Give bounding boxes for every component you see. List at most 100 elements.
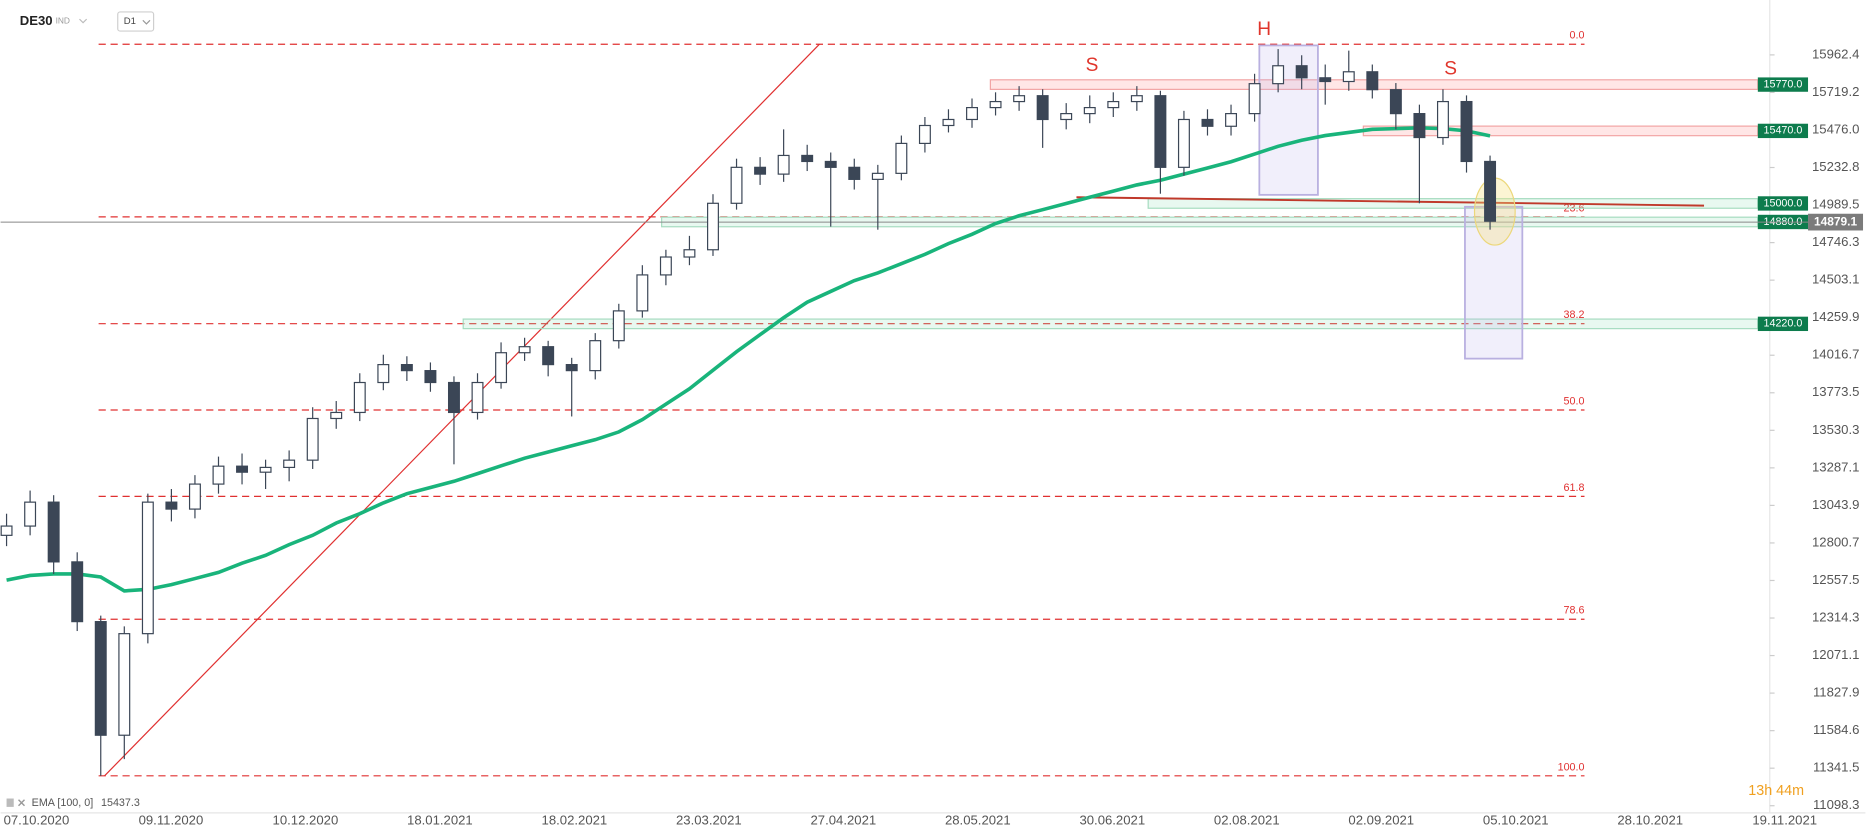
candle-body	[754, 166, 767, 175]
y-tick-label: 11098.3	[1813, 797, 1859, 812]
indicator-value: 15437.3	[101, 797, 140, 809]
candle-body	[707, 202, 719, 251]
candle-body	[1272, 65, 1285, 85]
candle-body	[24, 501, 37, 527]
fib-label: 100.0	[1558, 761, 1585, 773]
candle-body	[777, 154, 790, 175]
x-tick-label: 27.04.2021	[810, 813, 876, 828]
candle-body	[259, 466, 272, 473]
zone-label-box	[1757, 77, 1809, 92]
candle-body	[1130, 95, 1143, 103]
fib-label: 61.8	[1564, 482, 1585, 494]
ema-line	[6, 125, 1491, 593]
candle-body	[589, 340, 602, 372]
toolbar	[79, 11, 155, 32]
candle-body	[612, 310, 625, 342]
y-tick-label: 13530.3	[1812, 422, 1859, 437]
x-tick-label: 18.02.2021	[542, 813, 608, 828]
y-tick-label: 14259.9	[1812, 309, 1859, 324]
y-tick-label: 12071.1	[1812, 647, 1859, 662]
zone-label-box	[1757, 316, 1809, 332]
y-tick-label: 15476.0	[1812, 121, 1859, 136]
y-tick-label: 14989.5	[1812, 197, 1859, 212]
candle-body	[118, 633, 131, 736]
x-tick-label: 02.08.2021	[1214, 813, 1280, 828]
zone-label: 15770.0	[1764, 78, 1803, 90]
fib-label: 38.2	[1564, 309, 1585, 321]
fib-label: 78.6	[1564, 605, 1585, 617]
zone-label: 15470.0	[1764, 125, 1803, 137]
candle-body	[424, 370, 437, 384]
candle-body	[1177, 118, 1190, 168]
candle-body	[1013, 95, 1026, 103]
y-tick-label: 11827.9	[1813, 685, 1859, 700]
candle-body	[165, 501, 178, 510]
candle-body	[1366, 71, 1379, 91]
candle-body	[1460, 100, 1473, 163]
candle-body	[989, 100, 1002, 109]
y-tick-label: 15232.8	[1812, 159, 1859, 174]
candle-body	[188, 483, 201, 510]
legend-close	[18, 799, 26, 807]
y-tick-label: 12314.3	[1812, 609, 1859, 624]
candle-body	[212, 465, 225, 485]
candle-body	[330, 411, 343, 420]
y-tick-label: 11584.6	[1813, 722, 1859, 737]
candle-body	[471, 381, 484, 414]
candle-body	[1295, 65, 1308, 79]
candle-body	[1107, 100, 1120, 109]
candle-body	[1201, 118, 1214, 127]
candle-body	[1083, 106, 1096, 115]
zone-label: 14220.0	[1764, 318, 1803, 330]
candle-body	[871, 172, 884, 180]
countdown: 13h 44m	[1748, 783, 1804, 799]
candle-body	[400, 364, 413, 372]
candle-body	[683, 249, 696, 258]
candle-body	[283, 459, 296, 469]
candle-body	[1319, 77, 1332, 83]
candle-body	[1436, 100, 1449, 139]
candle-body	[306, 417, 319, 461]
legend-icon	[6, 798, 14, 807]
candle-body	[236, 465, 249, 473]
candle-body	[1342, 71, 1355, 83]
y-tick-label: 12800.7	[1812, 534, 1859, 549]
candle-body	[942, 118, 955, 127]
y-tick-label: 14503.1	[1812, 272, 1859, 287]
dropdown-caret	[142, 19, 151, 25]
y-tick-label: 15719.2	[1812, 84, 1859, 99]
candle-body	[966, 106, 978, 121]
x-tick-label: 28.05.2021	[945, 813, 1011, 828]
last-price-label: 14879.1	[1814, 214, 1858, 228]
candle-body	[495, 352, 508, 384]
candle-body	[1060, 113, 1073, 121]
x-tick-label: 10.12.2020	[273, 813, 339, 828]
fib-label: 0.0	[1570, 30, 1585, 42]
zone-label-box	[1757, 123, 1809, 139]
y-tick-label: 15962.4	[1812, 46, 1859, 61]
candle-body	[565, 364, 578, 372]
candle-body	[71, 561, 84, 623]
candle-body	[141, 501, 154, 635]
y-tick-label: 14016.7	[1812, 347, 1859, 362]
pattern-annotation: S	[1086, 55, 1099, 76]
zone-label: 15000.0	[1764, 197, 1803, 209]
candle-body	[1484, 160, 1497, 222]
y-tick-label: 14746.3	[1812, 234, 1859, 249]
x-tick-label: 05.10.2021	[1483, 813, 1549, 828]
candle-body	[542, 346, 555, 366]
symbol: DE30	[20, 13, 53, 28]
candle-body	[447, 381, 460, 414]
candle-body	[1413, 113, 1426, 139]
candle-body	[1036, 95, 1049, 121]
pattern-annotation: S	[1444, 58, 1457, 79]
candle-body	[1225, 113, 1238, 127]
y-tick-label: 13287.1	[1812, 459, 1859, 474]
pattern-box	[1258, 44, 1319, 196]
dropdown-caret	[79, 18, 88, 24]
candle-body	[0, 525, 13, 536]
fib-label: 50.0	[1564, 396, 1585, 408]
interval-select[interactable]	[117, 11, 155, 32]
